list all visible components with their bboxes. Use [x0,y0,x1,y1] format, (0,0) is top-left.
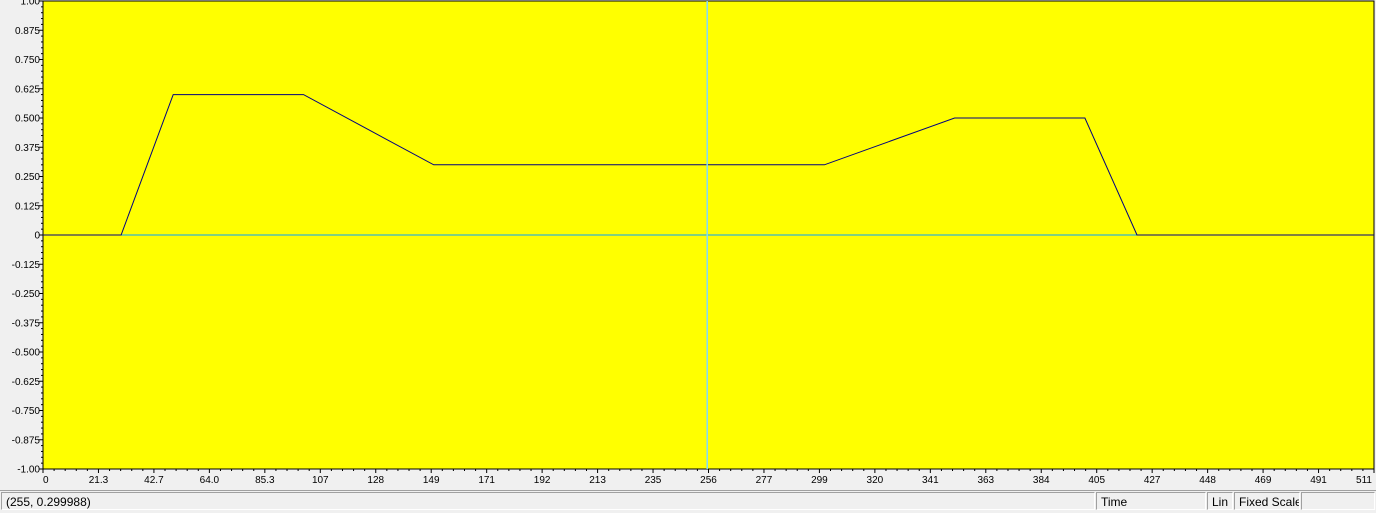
y-tick-label: 1.00 [21,0,41,8]
cursor-coordinates: (255, 0.299988) [1,492,1095,510]
domain-indicator: Time [1096,492,1206,510]
y-tick-label: 0.250 [15,172,40,183]
x-tick-label: 448 [1199,475,1216,486]
y-tick-label: -0.500 [12,348,41,359]
x-tick-label: 171 [478,475,495,486]
waveform-trace [43,94,1374,236]
status-extra [1301,492,1375,510]
y-tick-label: 0.750 [15,55,40,66]
x-tick-label: 64.0 [200,475,220,486]
x-tick-label: 213 [589,475,606,486]
x-tick-label: 363 [977,475,994,486]
y-tick-label: 0.125 [15,201,40,212]
scale-type-indicator: Lin [1207,492,1233,510]
x-tick-label: 85.3 [255,475,275,486]
x-tick-label: 21.3 [89,475,109,486]
waveform-chart[interactable]: 1.00 0.875 0.750 0.625 0.500 0.375 0.250 0.125 0… [0,0,1376,490]
x-tick-label: 42.7 [144,475,164,486]
y-tick-label: -0.375 [12,318,41,329]
x-tick-label: 427 [1144,475,1161,486]
y-tick-label: 0.875 [15,26,40,37]
x-tick-label: 511 [1356,475,1372,486]
y-tick-label: -0.875 [12,435,41,446]
y-tick-label: -0.625 [12,377,41,388]
y-tick-label: 0 [34,231,40,242]
x-tick-label: 128 [367,475,384,486]
y-tick-label: -0.250 [12,289,41,300]
x-tick-label: 107 [312,475,329,486]
x-tick-label: 320 [867,475,884,486]
y-tick-label: 0.500 [15,114,40,125]
y-tick-label: -0.750 [12,406,41,417]
x-tick-label: 277 [756,475,773,486]
y-tick-label: 0.375 [15,143,40,154]
x-tick-label: 149 [423,475,440,486]
scale-mode-indicator: Fixed Scale [1234,492,1300,510]
y-tick-label: -1.00 [17,465,40,476]
x-tick-label: 384 [1033,475,1050,486]
x-tick-label: 299 [811,475,828,486]
x-tick-label: 469 [1255,475,1272,486]
x-tick-label: 491 [1310,475,1327,486]
x-tick-label: 0 [43,475,49,486]
y-tick-label: 0.625 [15,84,40,95]
x-tick-label: 341 [922,475,939,486]
x-tick-label: 256 [700,475,717,486]
x-tick-label: 192 [534,475,551,486]
status-bar: (255, 0.299988) Time Lin Fixed Scale [0,490,1376,513]
x-tick-label: 235 [645,475,662,486]
y-tick-label: -0.125 [12,260,41,271]
x-tick-label: 405 [1088,475,1105,486]
